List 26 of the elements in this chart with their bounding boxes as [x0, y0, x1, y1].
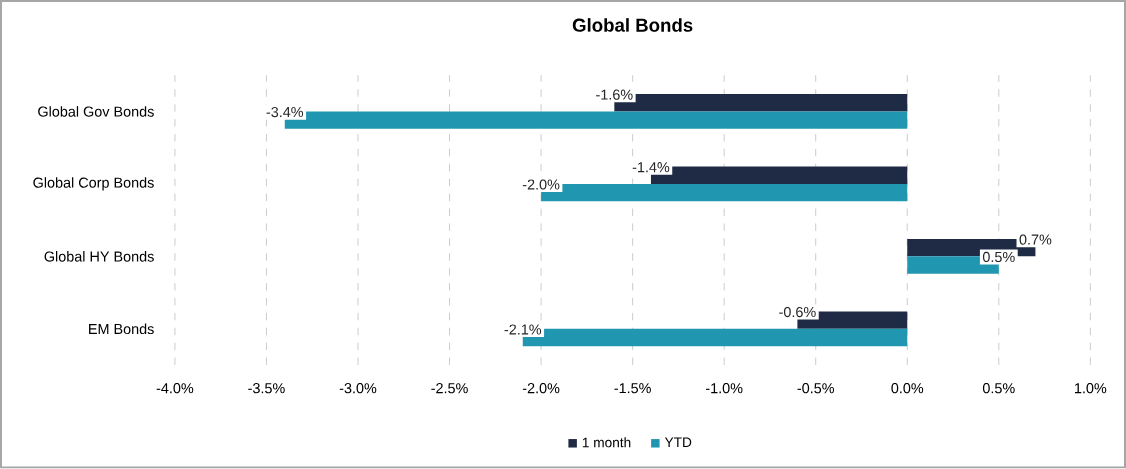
x-tick-label: 0.0% [891, 383, 924, 394]
data-label: 0.7% [1019, 234, 1052, 245]
y-tick-label: Global Corp Bonds [33, 177, 154, 191]
x-tick-label: -2.0% [522, 383, 560, 394]
chart-title: Global Bonds [572, 18, 693, 33]
data-label: -3.4% [266, 107, 304, 118]
data-label: -2.0% [522, 179, 560, 190]
legend-label: 1 month [582, 437, 631, 448]
y-tick-label: EM Bonds [89, 323, 154, 335]
x-tick-label: -4.0% [156, 383, 194, 394]
x-tick-label: 0.5% [982, 383, 1015, 394]
x-tick-label: 1.0% [1075, 383, 1107, 394]
y-tick-label: Global HY Bonds [44, 251, 154, 262]
x-tick-label: -2.5% [431, 383, 468, 394]
x-tick-label: -0.5% [797, 383, 835, 394]
x-tick-label: -3.0% [339, 383, 377, 394]
data-label: -0.6% [779, 307, 816, 318]
data-label: -2.1% [504, 324, 542, 335]
x-tick-label: -1.5% [614, 383, 651, 394]
x-tick-label: -3.5% [248, 383, 285, 394]
y-tick-label: Global Gov Bonds [38, 106, 154, 117]
data-label: 0.5% [982, 252, 1015, 263]
x-tick-label: -1.0% [705, 383, 743, 394]
data-label: -1.6% [596, 89, 633, 101]
legend-label: YTD [664, 437, 692, 448]
data-label: -1.4% [632, 162, 670, 173]
